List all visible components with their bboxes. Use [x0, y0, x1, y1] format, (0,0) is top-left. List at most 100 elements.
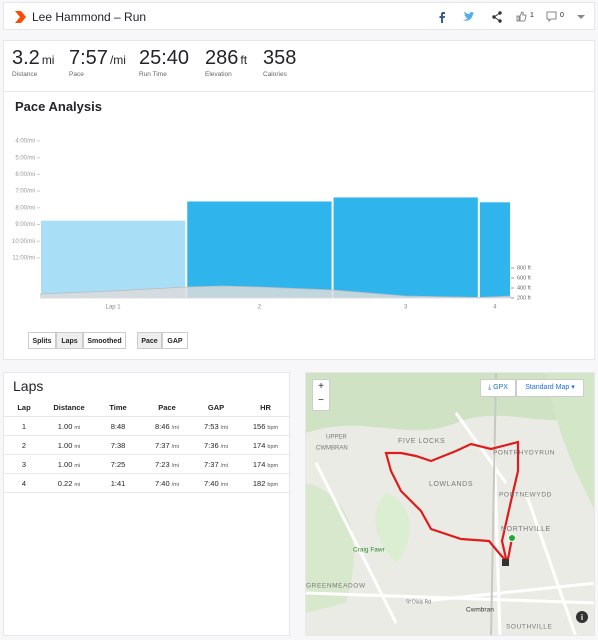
cell: 1 — [4, 416, 44, 436]
lap-row[interactable]: 4 0.22 mi 1:41 7:40/mi 7:40/mi 182 bpm — [4, 473, 291, 493]
lap-row[interactable]: 1 1.00 mi 8:48 8:46/mi 7:53/mi 156 bpm — [4, 416, 291, 436]
stat: 3.2 mi Distance — [12, 47, 54, 78]
pace-bar[interactable] — [187, 201, 332, 298]
cell-unit: /mi — [220, 443, 228, 450]
stat-label: Calories — [263, 71, 287, 78]
cell-value: 7:40 — [155, 478, 170, 488]
cell: 4 — [4, 473, 44, 493]
y-tick-label: 4:00/mi — [15, 139, 35, 145]
map-panel: i UPPER CWMBRAN FIVE LOCKS PONTRHYDYRUN LOWL… — [305, 372, 595, 636]
map-label: GREENMEADOW — [306, 583, 366, 590]
toggle-button[interactable]: Pace — [137, 332, 162, 349]
zoom-controls: + − — [312, 379, 330, 411]
map-label: PONTNEWYDD — [499, 492, 552, 499]
toggle-button[interactable]: Laps — [56, 332, 83, 349]
y2-tick-label: 400 ft — [517, 285, 531, 291]
lap-row[interactable]: 2 1.00 mi 7:38 7:37/mi 7:36/mi 174 bpm — [4, 435, 291, 455]
kudos-icon — [516, 11, 527, 22]
y2-tick-label: 200 ft — [517, 295, 531, 301]
map-label: Cwmbran — [466, 607, 494, 614]
stat-label: Elevation — [205, 71, 232, 78]
cell: 7:40/mi — [192, 473, 240, 493]
y-tick-label: 10:00/mi — [12, 239, 35, 245]
cell: 7:38 — [94, 435, 142, 455]
cell-unit: /mi — [220, 481, 228, 488]
cell: 8:46/mi — [142, 416, 192, 436]
cell: 1.00 mi — [44, 416, 94, 436]
activity-title: Lee Hammond – Run — [32, 10, 147, 24]
header-row: Lap Distance Time Pace GAP HR — [4, 398, 291, 417]
cell-unit: /mi — [171, 424, 179, 431]
svg-text:i: i — [581, 613, 583, 622]
cell-value: 7:37 — [155, 440, 170, 450]
stat: 7:57/mi Pace — [69, 47, 126, 78]
pace-bar[interactable] — [41, 220, 186, 298]
cell: 7:25 — [94, 454, 142, 474]
pace-bar[interactable] — [479, 202, 510, 298]
cell: 7:53/mi — [192, 416, 240, 436]
cell: 7:37/mi — [192, 454, 240, 474]
kudos-button[interactable]: 1 — [514, 8, 540, 25]
cell-value: 1.00 — [57, 440, 73, 450]
map-style-button[interactable]: Standard Map ▾ — [516, 379, 584, 397]
map-label: Craig Fawr — [353, 547, 386, 554]
cell-value: 7:37 — [204, 459, 219, 469]
stat-label: Run Time — [139, 71, 167, 78]
x-tick-label: 2 — [258, 305, 262, 311]
lap-row[interactable]: 3 1.00 mi 7:25 7:23/mi 7:37/mi 174 bpm — [4, 454, 291, 474]
y-tick-label: 11:00/mi — [12, 255, 35, 261]
gpx-label: GPX — [493, 384, 508, 391]
comment-button[interactable]: 0 — [544, 8, 570, 25]
toggle-button[interactable]: GAP — [162, 332, 188, 349]
facebook-button[interactable] — [434, 9, 450, 25]
column-header: Distance — [44, 398, 94, 417]
map-style-label: Standard Map — [525, 384, 570, 391]
cell: 8:48 — [94, 416, 142, 436]
cell: 7:37/mi — [142, 435, 192, 455]
gpx-button[interactable]: ⤓ GPX — [480, 379, 516, 397]
kudos-count: 1 — [530, 12, 534, 19]
toggle-button[interactable]: Smoothed — [83, 332, 126, 349]
stat-value: 7:57 — [69, 47, 108, 69]
cell: 7:40/mi — [142, 473, 192, 493]
stat-value-line: 358 — [263, 47, 296, 70]
share-button[interactable] — [489, 9, 505, 25]
cell: 174 bpm — [240, 454, 291, 474]
twitter-button[interactable] — [461, 9, 477, 25]
map[interactable]: i UPPER CWMBRAN FIVE LOCKS PONTRHYDYRUN LOWL… — [306, 373, 595, 636]
stat-value: 286 — [205, 47, 239, 69]
divider — [4, 91, 594, 92]
cell-value: 174 — [252, 440, 266, 450]
cell-unit: bpm — [267, 443, 279, 450]
column-header: HR — [240, 398, 291, 417]
cell-value: 174 — [252, 459, 266, 469]
y-tick-label: 7:00/mi — [15, 189, 35, 195]
map-label: PONTRHYDYRUN — [493, 450, 555, 457]
stat-label: Distance — [12, 71, 38, 78]
toggle-button[interactable]: Splits — [28, 332, 56, 349]
cell: 1:41 — [94, 473, 142, 493]
more-menu[interactable] — [576, 13, 586, 21]
stat-value-line: 286 ft — [205, 47, 247, 70]
cell-unit: /mi — [171, 462, 179, 469]
y-tick-label: 9:00/mi — [15, 222, 35, 228]
cell: 156 bpm — [240, 416, 291, 436]
cell: 3 — [4, 454, 44, 474]
x-tick-label: 4 — [493, 305, 497, 311]
pace-bar[interactable] — [333, 197, 478, 298]
zoom-out[interactable]: − — [318, 395, 324, 406]
chart-controls: Splits Laps Smoothed Pace GAP — [28, 332, 208, 349]
cell-unit: mi — [74, 481, 81, 488]
map-label: FIVE LOCKS — [398, 438, 445, 445]
elevation-line — [39, 285, 512, 298]
cell-unit: /mi — [171, 443, 179, 450]
cell-value: 7:23 — [155, 459, 170, 469]
stat-value-line: 25:40 — [139, 47, 189, 70]
cell-unit: mi — [74, 424, 81, 431]
cell: 2 — [4, 435, 44, 455]
cell-value: 1.00 — [57, 459, 73, 469]
y2-tick-label: 800 ft — [517, 265, 531, 271]
zoom-in[interactable]: + — [318, 381, 324, 392]
cell-value: 156 — [252, 421, 266, 431]
cell-unit: /mi — [220, 462, 228, 469]
